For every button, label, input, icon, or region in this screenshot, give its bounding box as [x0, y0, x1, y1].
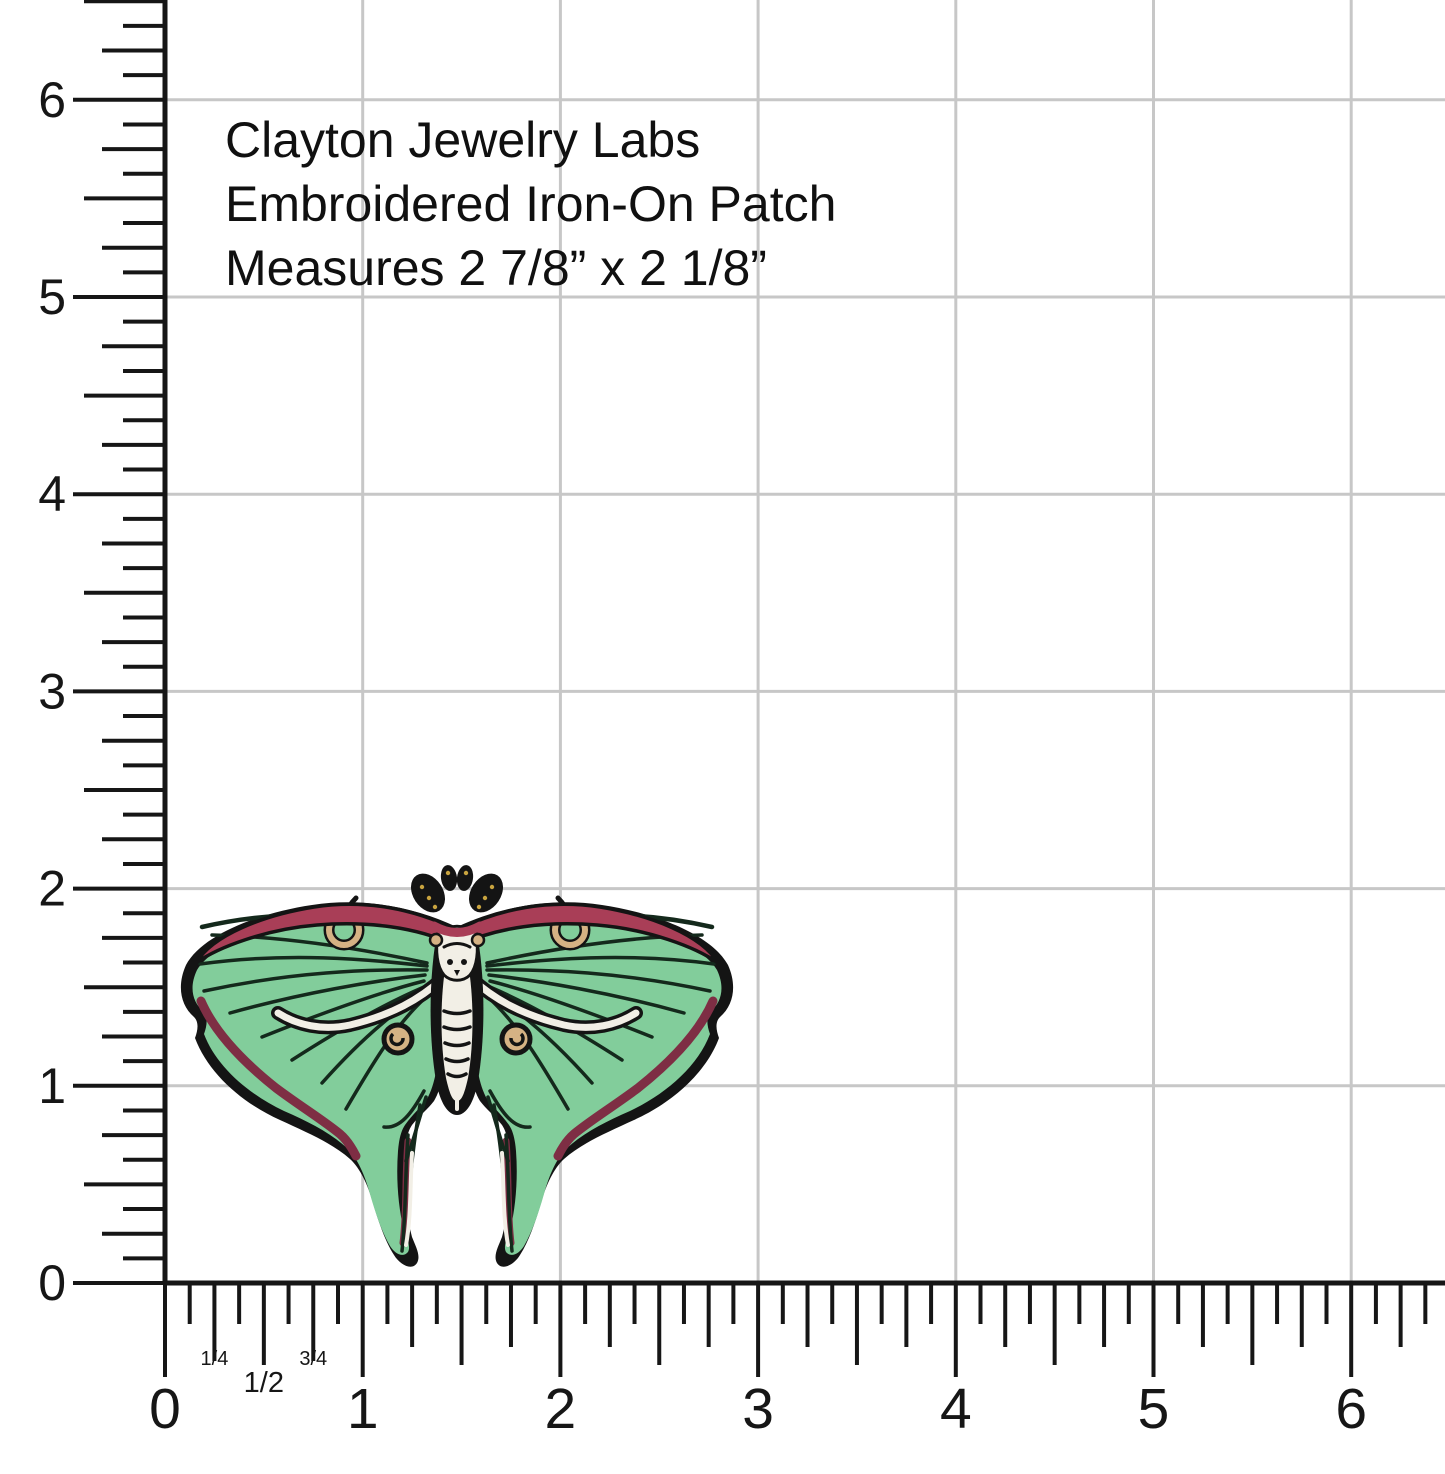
v-ruler-number-0: 0 — [38, 1255, 66, 1311]
abdomen — [441, 963, 473, 1101]
h-ruler-number-4: 4 — [940, 1377, 972, 1441]
luna-moth-patch-image — [181, 865, 733, 1267]
maroon-collar — [429, 921, 485, 937]
v-ruler-number-1: 1 — [38, 1058, 66, 1114]
head-nose-mark — [454, 970, 460, 976]
h-ruler-number-5: 5 — [1138, 1377, 1170, 1441]
antennae — [410, 865, 504, 913]
h-ruler-number-3: 3 — [742, 1377, 774, 1441]
moth-body — [410, 865, 504, 1115]
v-ruler-number-6: 6 — [38, 72, 66, 128]
shoulder-dot-right — [470, 932, 486, 948]
head-eye-mark-left — [447, 959, 453, 965]
vertical-inch-ruler: 0 1 2 3 4 5 6 — [38, 0, 168, 1311]
shoulder-dot-left — [428, 932, 444, 948]
h-ruler-number-6: 6 — [1335, 1377, 1367, 1441]
horizontal-inch-ruler: 0 1 2 3 4 5 6 1/4 1/2 3/4 — [149, 1280, 1445, 1441]
h-ruler-number-1: 1 — [347, 1377, 379, 1441]
h-ruler-fraction-1-4: 1/4 — [201, 1348, 229, 1370]
h-ruler-number-2: 2 — [545, 1377, 577, 1441]
product-label-line2: Embroidered Iron-On Patch — [225, 176, 837, 232]
product-label-line3: Measures 2 7/8” x 2 1/8” — [225, 240, 767, 296]
h-ruler-number-0: 0 — [149, 1377, 181, 1441]
head-brow-mark — [442, 942, 472, 949]
h-ruler-fraction-3-4: 3/4 — [299, 1348, 327, 1370]
product-label: Clayton Jewelry Labs Embroidered Iron-On… — [225, 108, 836, 300]
left-wing — [181, 898, 457, 1267]
head-eye-mark-right — [461, 959, 467, 965]
v-ruler-number-3: 3 — [38, 663, 66, 719]
antennae-gold-specks — [419, 870, 495, 910]
right-wing — [457, 898, 733, 1267]
v-ruler-number-5: 5 — [38, 269, 66, 325]
v-ruler-number-4: 4 — [38, 466, 66, 522]
abdomen-segments — [442, 1009, 472, 1079]
product-label-line1: Clayton Jewelry Labs — [225, 112, 701, 168]
h-ruler-fraction-1-2: 1/2 — [244, 1367, 284, 1399]
v-ruler-number-2: 2 — [38, 861, 66, 917]
